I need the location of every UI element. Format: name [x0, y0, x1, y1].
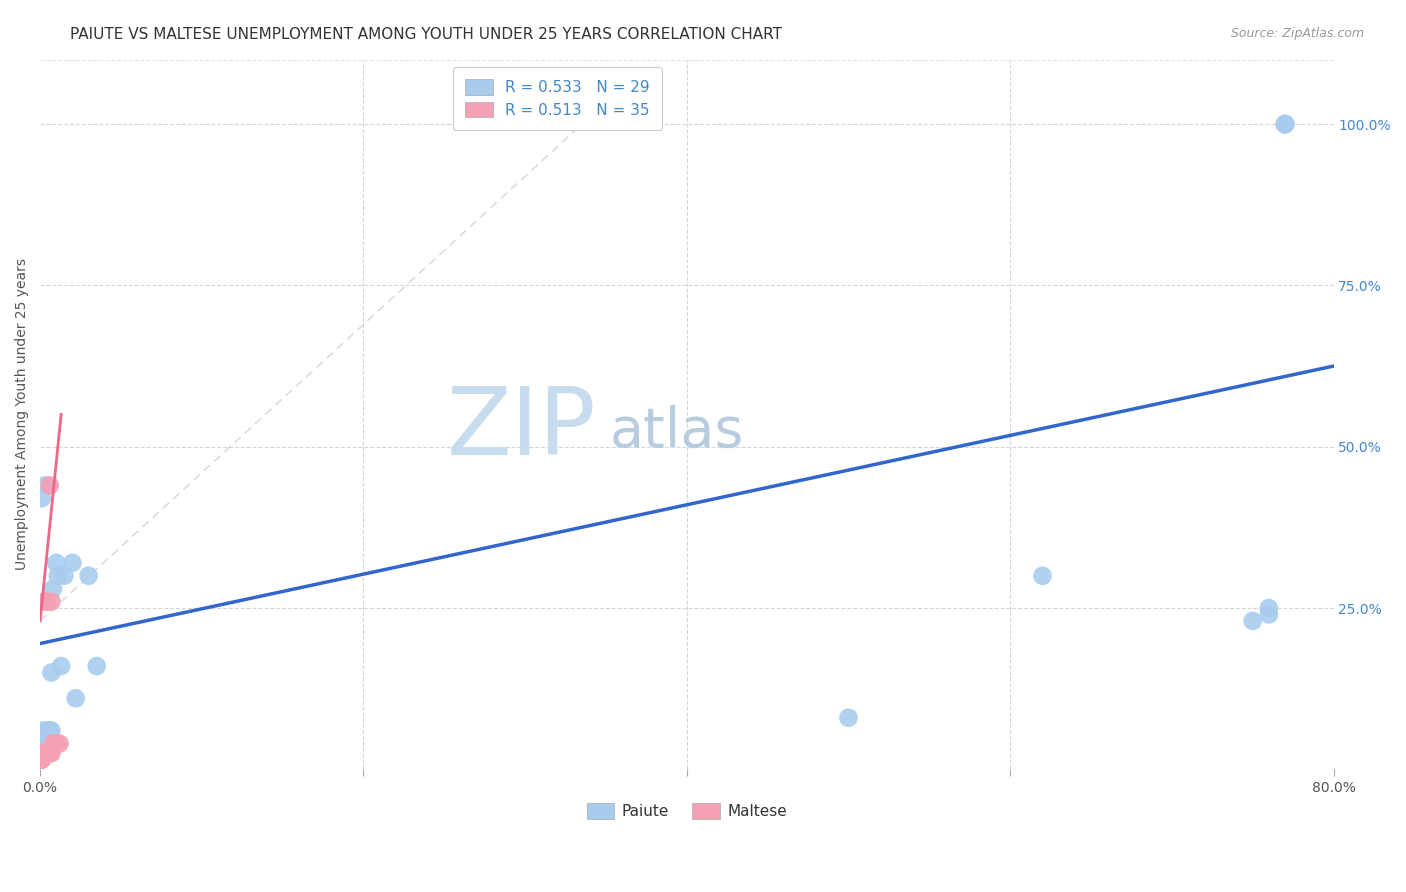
- Text: ZIP: ZIP: [447, 383, 596, 475]
- Point: [65, 691, 87, 706]
- Text: PAIUTE VS MALTESE UNEMPLOYMENT AMONG YOUTH UNDER 25 YEARS CORRELATION CHART: PAIUTE VS MALTESE UNEMPLOYMENT AMONG YOU…: [70, 27, 782, 42]
- Point: [837, 711, 859, 725]
- Point: [45, 737, 67, 751]
- Point: [30, 749, 52, 764]
- Point: [30, 749, 52, 764]
- Point: [35, 746, 58, 760]
- Point: [1031, 568, 1053, 582]
- Point: [38, 746, 60, 760]
- Point: [31, 753, 53, 767]
- Point: [30, 753, 52, 767]
- Point: [31, 753, 53, 767]
- Point: [77, 568, 100, 582]
- Point: [31, 749, 53, 764]
- Point: [30, 749, 52, 764]
- Point: [37, 746, 59, 760]
- Point: [53, 568, 76, 582]
- Point: [34, 594, 56, 608]
- Point: [30, 753, 52, 767]
- Point: [44, 737, 66, 751]
- Point: [38, 723, 60, 738]
- Point: [1274, 117, 1296, 131]
- Text: Source: ZipAtlas.com: Source: ZipAtlas.com: [1230, 27, 1364, 40]
- Text: atlas: atlas: [609, 405, 744, 459]
- Y-axis label: Unemployment Among Youth under 25 years: Unemployment Among Youth under 25 years: [15, 259, 30, 571]
- Point: [31, 746, 53, 760]
- Point: [31, 746, 53, 760]
- Point: [37, 723, 59, 738]
- Point: [32, 746, 55, 760]
- Point: [1257, 607, 1279, 622]
- Point: [31, 749, 53, 764]
- Point: [30, 753, 52, 767]
- Point: [86, 659, 108, 673]
- Point: [62, 556, 84, 570]
- Point: [34, 730, 56, 744]
- Point: [38, 478, 60, 492]
- Point: [41, 594, 63, 608]
- Point: [34, 746, 56, 760]
- Point: [35, 723, 58, 738]
- Point: [41, 746, 63, 760]
- Point: [45, 556, 67, 570]
- Point: [30, 749, 52, 764]
- Legend: Paiute, Maltese: Paiute, Maltese: [581, 797, 793, 825]
- Point: [41, 665, 63, 680]
- Point: [30, 749, 52, 764]
- Point: [41, 723, 63, 738]
- Point: [31, 749, 53, 764]
- Point: [32, 730, 55, 744]
- Point: [30, 753, 52, 767]
- Point: [1274, 117, 1296, 131]
- Point: [30, 753, 52, 767]
- Point: [31, 723, 53, 738]
- Point: [1257, 601, 1279, 615]
- Point: [1274, 117, 1296, 131]
- Point: [1274, 117, 1296, 131]
- Point: [46, 568, 69, 582]
- Point: [34, 478, 56, 492]
- Point: [42, 582, 65, 596]
- Point: [31, 491, 53, 506]
- Point: [32, 746, 55, 760]
- Point: [35, 594, 58, 608]
- Point: [1241, 614, 1264, 628]
- Point: [32, 749, 55, 764]
- Point: [42, 737, 65, 751]
- Point: [1274, 117, 1296, 131]
- Point: [48, 737, 70, 751]
- Point: [30, 749, 52, 764]
- Point: [49, 659, 72, 673]
- Point: [31, 749, 53, 764]
